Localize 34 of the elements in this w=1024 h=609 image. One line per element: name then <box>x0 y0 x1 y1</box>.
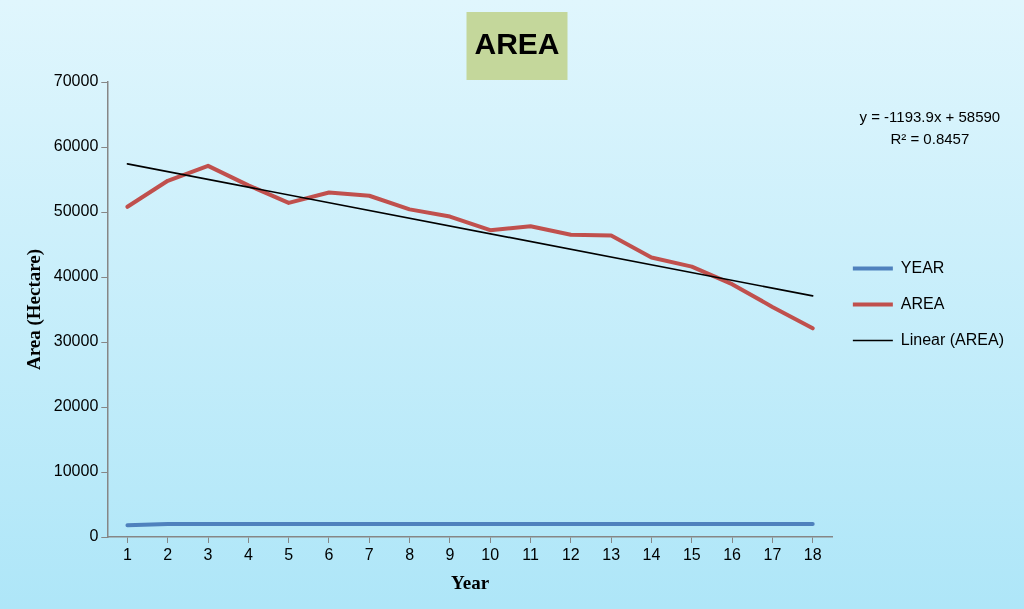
y-tick-label: 20000 <box>53 397 99 415</box>
y-tick-label: 40000 <box>53 267 99 285</box>
x-tick-label: 4 <box>243 546 253 564</box>
x-tick-label: 17 <box>763 546 782 564</box>
y-tick-label: 0 <box>89 527 99 545</box>
x-tick-label: 2 <box>163 546 173 564</box>
y-tick-label: 60000 <box>53 137 99 155</box>
y-tick-label: 30000 <box>53 332 99 350</box>
y-tick-label: 50000 <box>53 202 99 220</box>
y-axis-title: Area (Hectare) <box>23 248 46 371</box>
x-tick-label: 10 <box>481 546 500 564</box>
legend-label: AREA <box>900 294 945 312</box>
x-tick-label: 15 <box>682 546 701 564</box>
x-tick-label: 16 <box>723 546 742 564</box>
x-tick-label: 14 <box>642 546 661 564</box>
x-tick-label: 9 <box>445 546 455 564</box>
legend-label: Linear (AREA) <box>900 330 1005 348</box>
chart-title: AREA <box>474 27 560 61</box>
text: R² = 0.8457 <box>890 130 970 148</box>
x-tick-label: 12 <box>561 546 580 564</box>
x-tick-label: 5 <box>284 546 294 564</box>
x-tick-label: 18 <box>803 546 822 564</box>
x-tick-label: 3 <box>203 546 213 564</box>
x-axis-title: Year <box>451 571 490 593</box>
y-tick-label: 70000 <box>53 72 99 90</box>
text: y = -1193.9x + 58590 <box>859 108 1001 126</box>
x-tick-label: 11 <box>522 546 539 564</box>
x-tick-label: 6 <box>324 546 334 564</box>
x-tick-label: 1 <box>122 546 132 564</box>
x-tick-label: 7 <box>364 546 374 564</box>
x-tick-label: 8 <box>405 546 415 564</box>
y-tick-label: 10000 <box>53 462 99 480</box>
legend-label: YEAR <box>900 258 945 276</box>
x-tick-label: 13 <box>602 546 621 564</box>
